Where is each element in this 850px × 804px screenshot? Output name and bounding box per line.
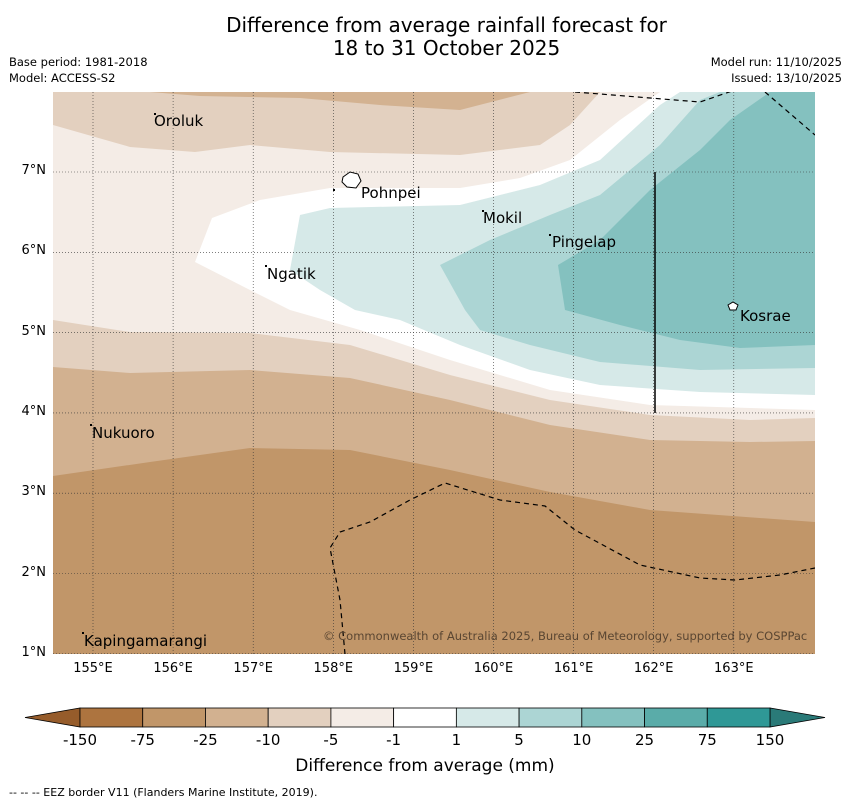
eez-border-south: [329, 482, 815, 654]
copyright-notice: © Commonwealth of Australia 2025, Bureau…: [323, 629, 808, 643]
lat-tick-label: 6°N: [21, 243, 47, 259]
lon-tick-label: 162°E: [633, 661, 674, 676]
lat-tick-label: 1°N: [21, 644, 47, 660]
lat-tick-label: 2°N: [21, 564, 47, 580]
colorbar-tick-label: 10: [572, 731, 592, 749]
colorbar-segment: [706, 707, 771, 728]
colorbar-segment: [205, 707, 269, 728]
place-label: Ngatik: [267, 265, 316, 283]
colorbar-segment: [455, 707, 520, 728]
band-top-minus25-minus10: [150, 92, 530, 110]
graticule: [53, 92, 815, 654]
colorbar-over-arrow: [769, 707, 826, 728]
title-line-1: Difference from average rainfall forecas…: [226, 13, 667, 37]
band-top-minus10-minus5: [53, 92, 600, 155]
colorbar: [24, 707, 826, 728]
rainfall-contours: [53, 92, 815, 654]
lat-tick-label: 3°N: [21, 484, 47, 500]
issued-date: Issued: 13/10/2025: [731, 71, 842, 85]
place-label: Kapingamarangi: [84, 632, 208, 650]
place-label: Oroluk: [154, 112, 204, 130]
eez-border-north: [574, 92, 815, 136]
lon-tick-label: 156°E: [153, 661, 193, 676]
colorbar-under-arrow: [24, 707, 81, 728]
lon-tick-label: 157°E: [233, 661, 273, 676]
kosrae-island: [727, 301, 739, 311]
pohnpei-island: [341, 171, 362, 189]
lon-tick-label: 155°E: [73, 661, 113, 676]
colorbar-segment: [581, 707, 645, 728]
lat-tick-label: 5°N: [21, 323, 47, 339]
colorbar-segment: [393, 707, 457, 728]
colorbar-segment: [518, 707, 583, 728]
lon-tick-label: 158°E: [313, 661, 354, 676]
place-label: Mokil: [483, 209, 523, 227]
base-period: Base period: 1981-2018: [9, 55, 148, 69]
colorbar-tick-label: -25: [193, 731, 218, 749]
place-label: Nukuoro: [92, 424, 155, 442]
colorbar-segment: [79, 707, 144, 728]
band-10-25: [558, 92, 815, 348]
colorbar-tick-label: 25: [634, 731, 655, 749]
lat-tick-label: 4°N: [21, 403, 47, 419]
lon-tick-label: 159°E: [393, 661, 434, 676]
colorbar-tick-label: 1: [451, 731, 462, 749]
colorbar-segment: [644, 707, 708, 728]
model-run: Model run: 11/10/2025: [710, 55, 842, 69]
colorbar-tick-label: -5: [323, 731, 339, 749]
colorbar-segment: [330, 707, 395, 728]
title-line-2: 18 to 31 October 2025: [332, 36, 561, 60]
colorbar-segment: [267, 707, 332, 728]
colorbar-tick-label: -10: [255, 731, 281, 749]
colorbar-title: Difference from average (mm): [295, 756, 555, 776]
eez-footnote: -- -- -- EEZ border V11 (Flanders Marine…: [9, 786, 318, 799]
figure-title: Difference from average rainfall forecas…: [0, 14, 850, 60]
atoll-markers: [82, 113, 551, 634]
colorbar-tick-label: -1: [386, 731, 402, 749]
lon-tick-label: 161°E: [553, 661, 594, 676]
place-label: Kosrae: [740, 307, 791, 325]
lat-tick-label: 7°N: [21, 163, 47, 178]
lon-tick-label: 160°E: [473, 661, 514, 676]
place-label: Pohnpei: [361, 184, 421, 202]
model-name: Model: ACCESS-S2: [9, 71, 116, 85]
colorbar-tick-label: -150: [62, 731, 98, 749]
place-label: Pingelap: [552, 233, 617, 251]
colorbar-segment: [142, 707, 206, 728]
colorbar-tick-label: 150: [755, 731, 785, 749]
lon-tick-label: 163°E: [714, 661, 754, 676]
colorbar-tick-label: -75: [130, 731, 155, 749]
colorbar-tick-label: 75: [697, 731, 717, 749]
colorbar-tick-label: 5: [514, 731, 524, 749]
